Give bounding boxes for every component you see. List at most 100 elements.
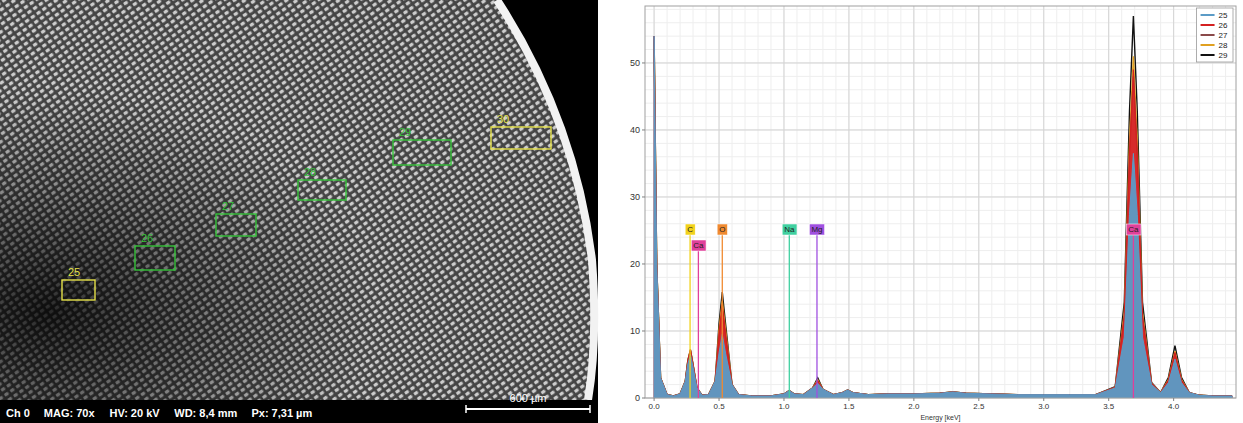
grid-line	[645, 330, 1236, 331]
minor-grid-line	[1069, 6, 1070, 398]
x-axis-title: Energy [keV]	[920, 414, 960, 422]
minor-grid-line	[645, 183, 1236, 184]
x-tick-label: 2.0	[908, 402, 920, 411]
x-tick-label: 3.5	[1103, 402, 1115, 411]
minor-grid-line	[645, 210, 1236, 211]
element-line	[1133, 235, 1134, 398]
minor-grid-line	[693, 6, 694, 398]
minor-grid-line	[1043, 6, 1044, 398]
element-label: Ca	[1128, 225, 1139, 234]
minor-grid-line	[645, 170, 1236, 171]
minor-grid-line	[1056, 6, 1057, 398]
info-text: MAG: 70x	[44, 407, 96, 419]
axes: 010203040500.00.51.01.52.02.53.03.54.0En…	[630, 58, 1180, 422]
grid-line	[645, 263, 1236, 264]
region-box	[298, 180, 346, 200]
element-line	[816, 235, 817, 398]
scale-bar-end	[589, 405, 591, 413]
info-text: WD: 8,4 mm	[174, 407, 237, 419]
x-tick	[1173, 398, 1174, 401]
minor-grid-line	[645, 143, 1236, 144]
figure: 252627282930Ch 0MAG: 70xHV: 20 kVWD: 8,4…	[0, 0, 1243, 423]
minor-grid-line	[645, 9, 1236, 10]
legend-label: 27	[1219, 31, 1228, 40]
element-label: Mg	[811, 225, 822, 234]
x-tick	[719, 398, 720, 401]
minor-grid-line	[645, 223, 1236, 224]
x-tick-label: 2.5	[973, 402, 985, 411]
legend-swatch	[1201, 14, 1215, 16]
sample-shading	[0, 0, 594, 400]
region-label: 26	[141, 232, 153, 244]
region-box	[216, 214, 256, 236]
element-marker: O	[717, 224, 727, 398]
minor-grid-line	[770, 6, 771, 398]
x-tick	[1043, 398, 1044, 401]
grid-line	[978, 6, 979, 398]
region-label: 29	[399, 126, 411, 138]
x-tick-label: 3.0	[1038, 402, 1050, 411]
minor-grid-line	[645, 317, 1236, 318]
legend-label: 26	[1219, 21, 1228, 30]
x-tick	[848, 398, 849, 401]
minor-grid-line	[645, 277, 1236, 278]
region-box	[62, 280, 95, 300]
minor-grid-line	[645, 22, 1236, 23]
minor-grid-line	[848, 6, 849, 398]
x-tick	[978, 398, 979, 401]
element-marker: Ca	[1126, 224, 1141, 398]
minor-grid-line	[645, 49, 1236, 50]
minor-grid-line	[667, 6, 668, 398]
minor-grid-line	[1004, 6, 1005, 398]
minor-grid-line	[645, 62, 1236, 63]
legend-swatch	[1201, 54, 1215, 56]
minor-grid-line	[645, 156, 1236, 157]
element-marker: Ca	[691, 240, 706, 398]
minor-grid-line	[991, 6, 992, 398]
minor-grid-line	[645, 250, 1236, 251]
y-tick	[642, 129, 645, 130]
minor-grid-line	[645, 196, 1236, 197]
element-label-box	[717, 224, 727, 235]
minor-grid-line	[706, 6, 707, 398]
y-tick-label: 10	[630, 326, 640, 336]
x-tick	[654, 398, 655, 401]
element-label: O	[719, 225, 725, 234]
plot-background	[645, 6, 1236, 398]
sample-rim	[497, 0, 594, 400]
spectrum-chart: CCaONaMgCa010203040500.00.51.01.52.02.53…	[630, 6, 1236, 422]
x-tick-label: 1.0	[778, 402, 790, 411]
element-label-box	[809, 224, 824, 235]
minor-grid-line	[645, 116, 1236, 117]
region-box	[135, 246, 175, 270]
minor-grid-line	[758, 6, 759, 398]
minor-grid-line	[645, 290, 1236, 291]
minor-grid-line	[1212, 6, 1213, 398]
y-tick-label: 40	[630, 125, 640, 135]
grid-line	[783, 6, 784, 398]
grid-line	[913, 6, 914, 398]
grid-line	[848, 6, 849, 398]
minor-grid-line	[645, 76, 1236, 77]
minor-grid-line	[809, 6, 810, 398]
minor-grid-line	[978, 6, 979, 398]
legend: 2526272829	[1197, 8, 1233, 62]
minor-grid-line	[1095, 6, 1096, 398]
minor-grid-line	[645, 103, 1236, 104]
y-tick	[642, 263, 645, 264]
element-label: Ca	[693, 241, 704, 250]
element-label-box	[691, 240, 706, 251]
x-tick-label: 1.5	[843, 402, 855, 411]
element-markers: CCaONaMgCa	[685, 224, 1141, 398]
minor-grid-line	[835, 6, 836, 398]
y-tick-label: 20	[630, 259, 640, 269]
info-bar	[0, 400, 598, 423]
sample-surface	[0, 0, 594, 400]
legend-label: 29	[1219, 51, 1228, 60]
minor-grid-line	[1160, 6, 1161, 398]
grid-line	[1108, 6, 1109, 398]
minor-grid-line	[645, 89, 1236, 90]
minor-grid-line	[645, 330, 1236, 331]
y-tick-label: 50	[630, 58, 640, 68]
x-tick-label: 4.0	[1168, 402, 1180, 411]
